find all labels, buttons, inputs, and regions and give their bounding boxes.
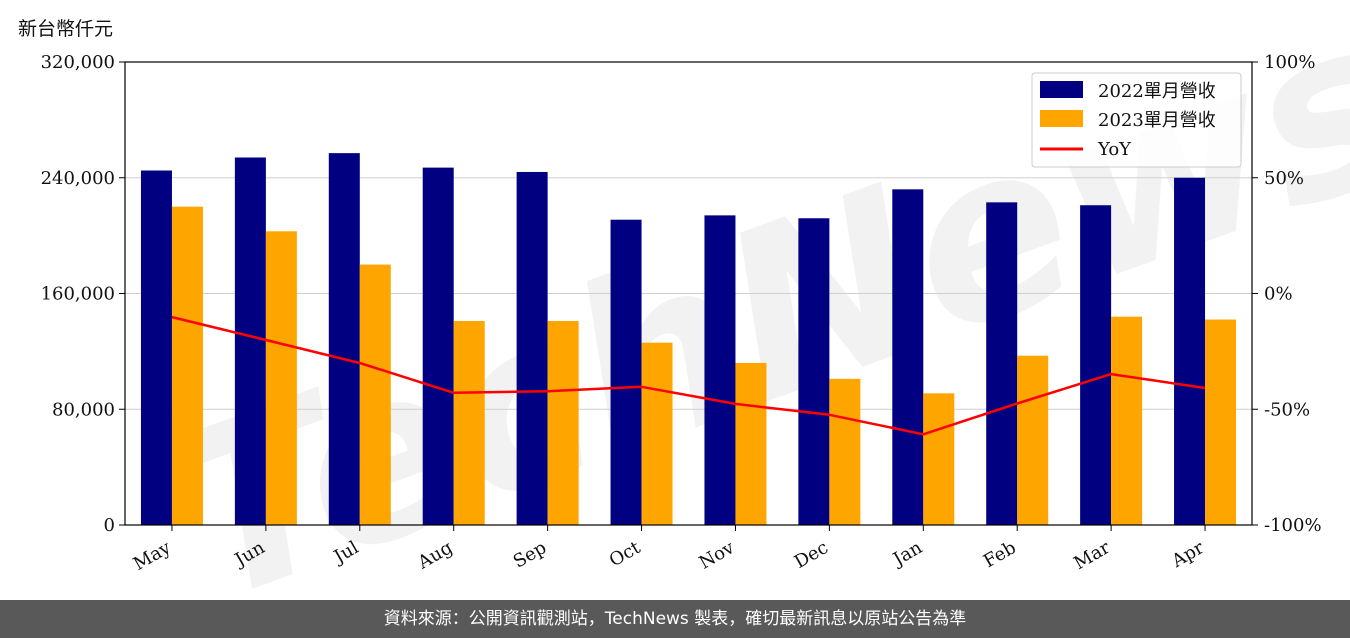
bar-2023-sep	[547, 320, 579, 525]
left-tick-label-0: 0	[104, 515, 115, 536]
bars	[140, 153, 1237, 526]
legend-box	[1031, 72, 1242, 168]
right-tick-label-2: 0%	[1264, 284, 1293, 305]
bar-2023-may	[171, 206, 203, 525]
bar-2023-jul	[359, 264, 391, 525]
bar-2023-jun	[265, 231, 297, 526]
legend-label-2023: 2023單月營收	[1098, 110, 1216, 131]
left-tick-label-3: 240,000	[41, 168, 115, 189]
bar-2022-apr	[1174, 177, 1206, 525]
bar-2023-apr	[1205, 319, 1237, 525]
right-tick-label-4: 100%	[1264, 52, 1315, 73]
legend-swatch-2023	[1040, 110, 1083, 127]
bar-2022-oct	[610, 219, 642, 525]
y-axis-unit-label: 新台幣仟元	[18, 18, 114, 40]
legend-label-yoy: YoY	[1097, 139, 1132, 160]
left-tick-label-2: 160,000	[41, 284, 115, 305]
bar-2023-dec	[829, 378, 861, 525]
legend-label-2022: 2022單月營收	[1098, 81, 1216, 102]
bar-2022-jun	[234, 157, 266, 525]
left-tick-label-1: 80,000	[52, 399, 115, 420]
bar-2023-nov	[735, 362, 767, 525]
bar-2022-feb	[986, 202, 1018, 526]
x-tick-label-may: May	[130, 537, 175, 575]
right-tick-label-3: 50%	[1264, 168, 1304, 189]
x-tick-label-apr: Apr	[1167, 537, 1207, 572]
legend-swatch-2022	[1040, 81, 1083, 98]
x-tick-label-nov: Nov	[696, 537, 739, 574]
revenue-chart: TechNews 080,000160,000240,000320,000-10…	[41, 0, 1350, 600]
x-tick-label-feb: Feb	[980, 537, 1020, 572]
x-tick-label-mar: Mar	[1070, 537, 1114, 574]
bar-2022-mar	[1080, 205, 1112, 525]
x-tick-label-dec: Dec	[791, 537, 832, 573]
bar-2022-dec	[798, 218, 830, 525]
right-tick-label-1: -50%	[1264, 399, 1310, 420]
x-tick-label-jan: Jan	[888, 537, 926, 571]
bar-2022-jul	[328, 153, 360, 525]
right-tick-label-0: -100%	[1264, 515, 1322, 536]
bar-2023-aug	[453, 320, 485, 525]
bar-2023-feb	[1017, 355, 1049, 525]
bar-2023-oct	[641, 342, 673, 525]
bar-2022-jan	[892, 189, 924, 525]
source-footer: 資料來源：公開資訊觀測站，TechNews 製表，確切最新訊息以原站公告為準	[0, 600, 1350, 638]
bar-2023-jan	[923, 393, 955, 525]
bar-2022-sep	[516, 171, 548, 525]
x-tick-label-oct: Oct	[606, 537, 645, 572]
yoy-line	[171, 315, 1206, 436]
bar-2023-mar	[1111, 316, 1143, 525]
bar-2022-aug	[422, 167, 454, 525]
legend: 2022單月營收 2023單月營收 YoY	[1031, 72, 1242, 168]
yoy-line-layer	[171, 315, 1206, 436]
bar-2022-may	[140, 170, 172, 525]
bar-2022-nov	[704, 215, 736, 525]
left-tick-label-4: 320,000	[41, 52, 115, 73]
